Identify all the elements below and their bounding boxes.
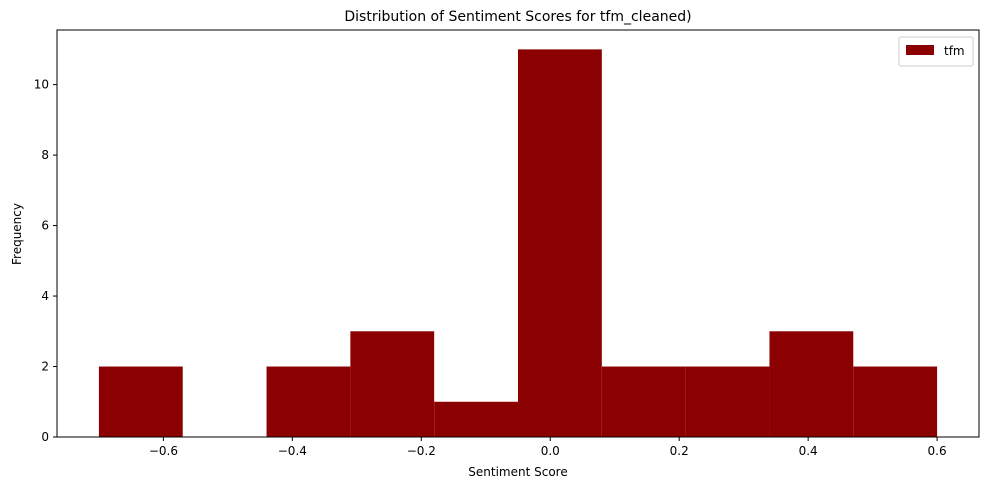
histogram-bar (350, 331, 435, 437)
y-tick-label: 6 (41, 219, 49, 233)
histogram-bar (434, 401, 518, 437)
plot-frame (56, 29, 980, 438)
histogram-bar (98, 366, 183, 437)
y-tick-label: 10 (34, 78, 49, 92)
y-axis-ticks: 0 2 4 6 8 10 (34, 78, 57, 444)
y-tick-label: 2 (41, 360, 49, 374)
y-tick-label: 4 (41, 289, 49, 303)
x-tick-label: −0.2 (407, 444, 436, 458)
histogram-bar (685, 366, 770, 437)
y-tick-label: 8 (41, 148, 49, 162)
bars-group (98, 49, 938, 437)
x-tick-label: −0.6 (149, 444, 178, 458)
x-tick-label: 0.6 (928, 444, 947, 458)
histogram-bar (518, 49, 602, 437)
x-tick-label: 0.4 (799, 444, 818, 458)
legend-label: tfm (944, 44, 965, 58)
x-tick-label: 0.2 (670, 444, 689, 458)
histogram-bar (769, 331, 854, 437)
x-axis-ticks: −0.6 −0.4 −0.2 0.0 0.2 0.4 0.6 (149, 437, 947, 458)
legend-box (898, 36, 974, 67)
y-tick-label: 0 (41, 430, 49, 444)
y-axis-label: Frequency (10, 203, 24, 265)
histogram-bar (601, 366, 686, 437)
chart-title: Distribution of Sentiment Scores for tfm… (344, 9, 691, 25)
x-tick-label: −0.4 (278, 444, 307, 458)
legend-swatch (906, 45, 934, 55)
x-axis-label: Sentiment Score (468, 465, 567, 479)
legend: tfm (898, 36, 974, 67)
histogram-bar (266, 366, 351, 437)
histogram-bar (853, 366, 938, 437)
x-tick-label: 0.0 (541, 444, 560, 458)
